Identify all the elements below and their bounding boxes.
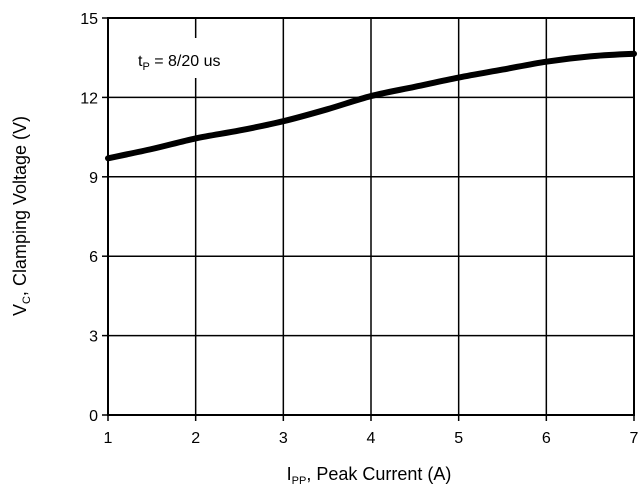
x-axis-title-rest: , Peak Current (A) — [306, 464, 451, 484]
x-tick-label: 4 — [367, 430, 376, 447]
y-tick-label: 15 — [80, 11, 98, 28]
annotation-sub: P — [142, 61, 149, 73]
y-tick-label: 12 — [80, 90, 98, 107]
annotation-box: tP = 8/20 us — [122, 38, 266, 78]
y-axis-title-main: V — [10, 304, 30, 316]
x-tick-label: 7 — [630, 430, 639, 447]
x-tick-label: 6 — [542, 430, 551, 447]
annotation-main: t — [138, 53, 143, 70]
series-line — [105, 50, 637, 162]
grid — [102, 17, 635, 421]
x-tick-label: 1 — [104, 430, 113, 447]
plot-frame — [107, 17, 635, 416]
y-tick-label: 9 — [89, 170, 98, 187]
y-axis-title: VC, Clamping Voltage (V) — [10, 116, 33, 316]
y-axis-title-sub: C — [21, 296, 33, 304]
x-tick-label: 2 — [191, 430, 200, 447]
y-tick-labels: 0 3 6 9 12 15 — [80, 11, 98, 425]
y-tick-label: 3 — [89, 329, 98, 346]
x-tick-label: 3 — [279, 430, 288, 447]
y-tick-label: 0 — [89, 408, 98, 425]
y-tick-label: 6 — [89, 249, 98, 266]
y-axis-title-rest: , Clamping Voltage (V) — [10, 116, 30, 296]
x-tick-label: 5 — [454, 430, 463, 447]
x-tick-labels: 1 2 3 4 5 6 7 — [104, 430, 639, 447]
x-axis-title: IPP, Peak Current (A) — [287, 464, 452, 487]
annotation-rest: = 8/20 us — [150, 53, 221, 70]
x-axis-title-main: I — [287, 464, 292, 484]
svg-text:tP = 8/20 us: tP = 8/20 us — [138, 53, 221, 73]
x-axis-title-sub: PP — [292, 475, 307, 487]
